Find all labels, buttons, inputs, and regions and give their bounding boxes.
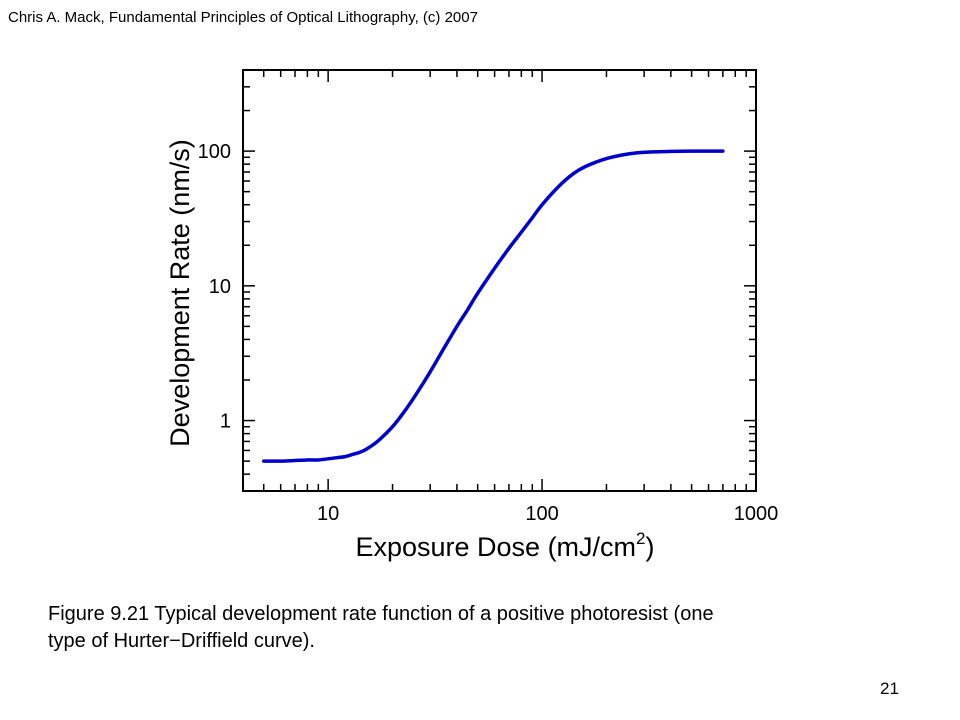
y-tick-label: 10 (209, 276, 231, 298)
axis-ticks (242, 69, 757, 492)
header-citation: Chris A. Mack, Fundamental Principles of… (8, 9, 478, 26)
axis-tick-labels: 10 100 1000 1 10 100 (198, 141, 779, 525)
y-tick-label: 100 (198, 141, 231, 163)
caption-line-2: type of Hurter−Driffield curve). (48, 630, 315, 652)
x-tick-label: 1000 (734, 503, 779, 525)
plot-border (242, 69, 757, 492)
x-axis-title-superscript: 2 (636, 529, 645, 548)
y-axis-title: Development Rate (nm/s) (165, 139, 195, 447)
plot-frame (242, 69, 757, 492)
figure-caption: Figure 9.21 Typical development rate fun… (48, 601, 908, 655)
x-tick-label: 100 (525, 503, 558, 525)
x-axis-title-suffix: ) (646, 532, 655, 562)
x-axis-title-main: Exposure Dose (mJ/cm (355, 532, 636, 562)
page-number: 21 (880, 679, 899, 698)
x-tick-label: 10 (317, 503, 339, 525)
caption-line-1: Figure 9.21 Typical development rate fun… (48, 603, 714, 625)
y-tick-label: 1 (220, 411, 231, 433)
x-axis-title: Exposure Dose (mJ/cm2) (355, 529, 654, 562)
series-group (261, 149, 725, 463)
series-line-0 (261, 149, 725, 463)
